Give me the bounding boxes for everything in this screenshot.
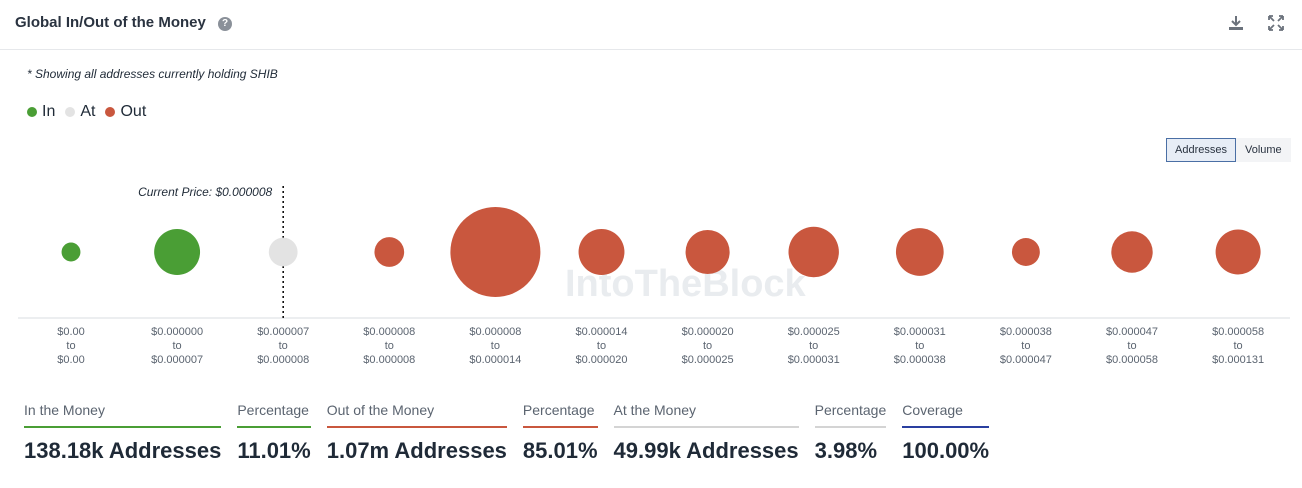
- x-tick-label: $0.000047: [1000, 354, 1052, 366]
- x-tick-label: $0.000008: [257, 354, 309, 366]
- stat-label: Percentage: [814, 402, 887, 428]
- x-tick-label: $0.000007: [257, 326, 309, 338]
- holding-note: * Showing all addresses currently holdin…: [27, 67, 278, 81]
- x-tick-label: $0.000008: [469, 326, 521, 338]
- x-tick-label: $0.000025: [682, 354, 734, 366]
- x-tick-label: $0.000000: [151, 326, 203, 338]
- stat-label: Percentage: [237, 402, 311, 428]
- stat-value: 1.07m Addresses: [326, 438, 507, 463]
- x-tick-label: to: [597, 340, 606, 352]
- x-tick-label: to: [279, 340, 288, 352]
- legend-dot-at: [65, 107, 76, 117]
- stat-label: Coverage: [902, 402, 990, 428]
- x-tick-label: to: [703, 340, 712, 352]
- x-tick-label: to: [1234, 340, 1243, 352]
- expand-icon[interactable]: [1267, 14, 1285, 32]
- x-tick-label: $0.000008: [363, 354, 415, 366]
- legend-label-at: At: [80, 103, 96, 120]
- stat-value: 100.00%: [902, 438, 990, 463]
- stat-value: 85.01%: [522, 438, 598, 463]
- x-tick-label: $0.000020: [682, 326, 734, 338]
- x-tick-label: $0.000031: [788, 354, 840, 366]
- bubble-out[interactable]: [788, 226, 839, 278]
- chart-legend: In At Out: [27, 103, 156, 121]
- x-tick-label: $0.00: [57, 354, 85, 366]
- stat-value: 138.18k Addresses: [24, 438, 222, 463]
- stat-label: In the Money: [24, 402, 222, 428]
- stat-value: 3.98%: [814, 438, 878, 463]
- bubble-out[interactable]: [374, 237, 405, 267]
- stat-value: 49.99k Addresses: [613, 438, 799, 463]
- volume-toggle-button[interactable]: Volume: [1235, 138, 1291, 162]
- stats-row: In the Money 138.18k Addresses Percentag…: [24, 402, 1005, 464]
- x-tick-label: to: [915, 340, 924, 352]
- stat-label: Out of the Money: [326, 402, 507, 428]
- x-tick-label: $0.000058: [1212, 326, 1264, 338]
- bubble-out[interactable]: [1215, 229, 1261, 275]
- x-tick-label: to: [491, 340, 500, 352]
- legend-item-at[interactable]: At: [65, 103, 95, 121]
- legend-dot-in: [27, 107, 37, 117]
- chart-title: Global In/Out of the Money: [15, 14, 206, 31]
- x-tick-label: $0.000014: [576, 326, 628, 338]
- addresses-toggle-button[interactable]: Addresses: [1166, 138, 1236, 162]
- x-tick-label: to: [173, 340, 182, 352]
- stat-at-percentage: Percentage 3.98%: [814, 402, 887, 464]
- x-tick-label: to: [385, 340, 394, 352]
- x-tick-label: to: [1127, 340, 1136, 352]
- legend-item-out[interactable]: Out: [105, 103, 146, 121]
- x-tick-label: $0.000038: [894, 354, 946, 366]
- stat-at-the-money: At the Money 49.99k Addresses: [613, 402, 799, 464]
- x-tick-label: $0.000020: [576, 354, 628, 366]
- bubble-out[interactable]: [450, 207, 541, 297]
- x-tick-label: $0.000131: [1212, 354, 1264, 366]
- bubble-out[interactable]: [685, 229, 730, 275]
- stat-value: 11.01%: [237, 438, 311, 463]
- x-tick-label: $0.000007: [151, 354, 203, 366]
- legend-dot-out: [105, 107, 116, 117]
- metric-toggle: Addresses Volume: [1166, 138, 1291, 162]
- stat-in-percentage: Percentage 11.01%: [237, 402, 311, 464]
- bubble-in[interactable]: [61, 242, 81, 262]
- chart-header: Global In/Out of the Money ?: [0, 0, 1302, 50]
- stat-out-of-the-money: Out of the Money 1.07m Addresses: [326, 402, 507, 464]
- x-tick-label: to: [1021, 340, 1030, 352]
- current-price-label: Current Price: $0.000008: [138, 185, 272, 199]
- bubble-out[interactable]: [895, 228, 944, 276]
- x-tick-label: $0.00: [57, 326, 85, 338]
- legend-label-in: In: [42, 103, 56, 120]
- download-icon[interactable]: [1227, 14, 1245, 32]
- bubble-out[interactable]: [578, 229, 625, 275]
- x-tick-label: $0.000047: [1106, 326, 1158, 338]
- x-tick-label: $0.000058: [1106, 354, 1158, 366]
- help-icon[interactable]: ?: [218, 17, 232, 31]
- x-tick-label: $0.000038: [1000, 326, 1052, 338]
- stat-coverage: Coverage 100.00%: [902, 402, 990, 464]
- legend-label-out: Out: [120, 103, 147, 120]
- stat-in-the-money: In the Money 138.18k Addresses: [24, 402, 222, 464]
- x-tick-label: to: [66, 340, 75, 352]
- stat-label: At the Money: [613, 402, 799, 428]
- x-tick-label: $0.000025: [788, 326, 840, 338]
- stat-out-percentage: Percentage 85.01%: [522, 402, 598, 464]
- x-tick-label: to: [809, 340, 818, 352]
- stat-label: Percentage: [522, 402, 598, 428]
- x-tick-label: $0.000014: [469, 354, 521, 366]
- legend-item-in[interactable]: In: [27, 103, 55, 121]
- x-tick-label: $0.000008: [363, 326, 415, 338]
- x-tick-label: $0.000031: [894, 326, 946, 338]
- bubble-at[interactable]: [268, 237, 298, 267]
- bubble-out[interactable]: [1011, 238, 1040, 266]
- bubble-out[interactable]: [1111, 231, 1153, 273]
- bubble-in[interactable]: [154, 229, 201, 275]
